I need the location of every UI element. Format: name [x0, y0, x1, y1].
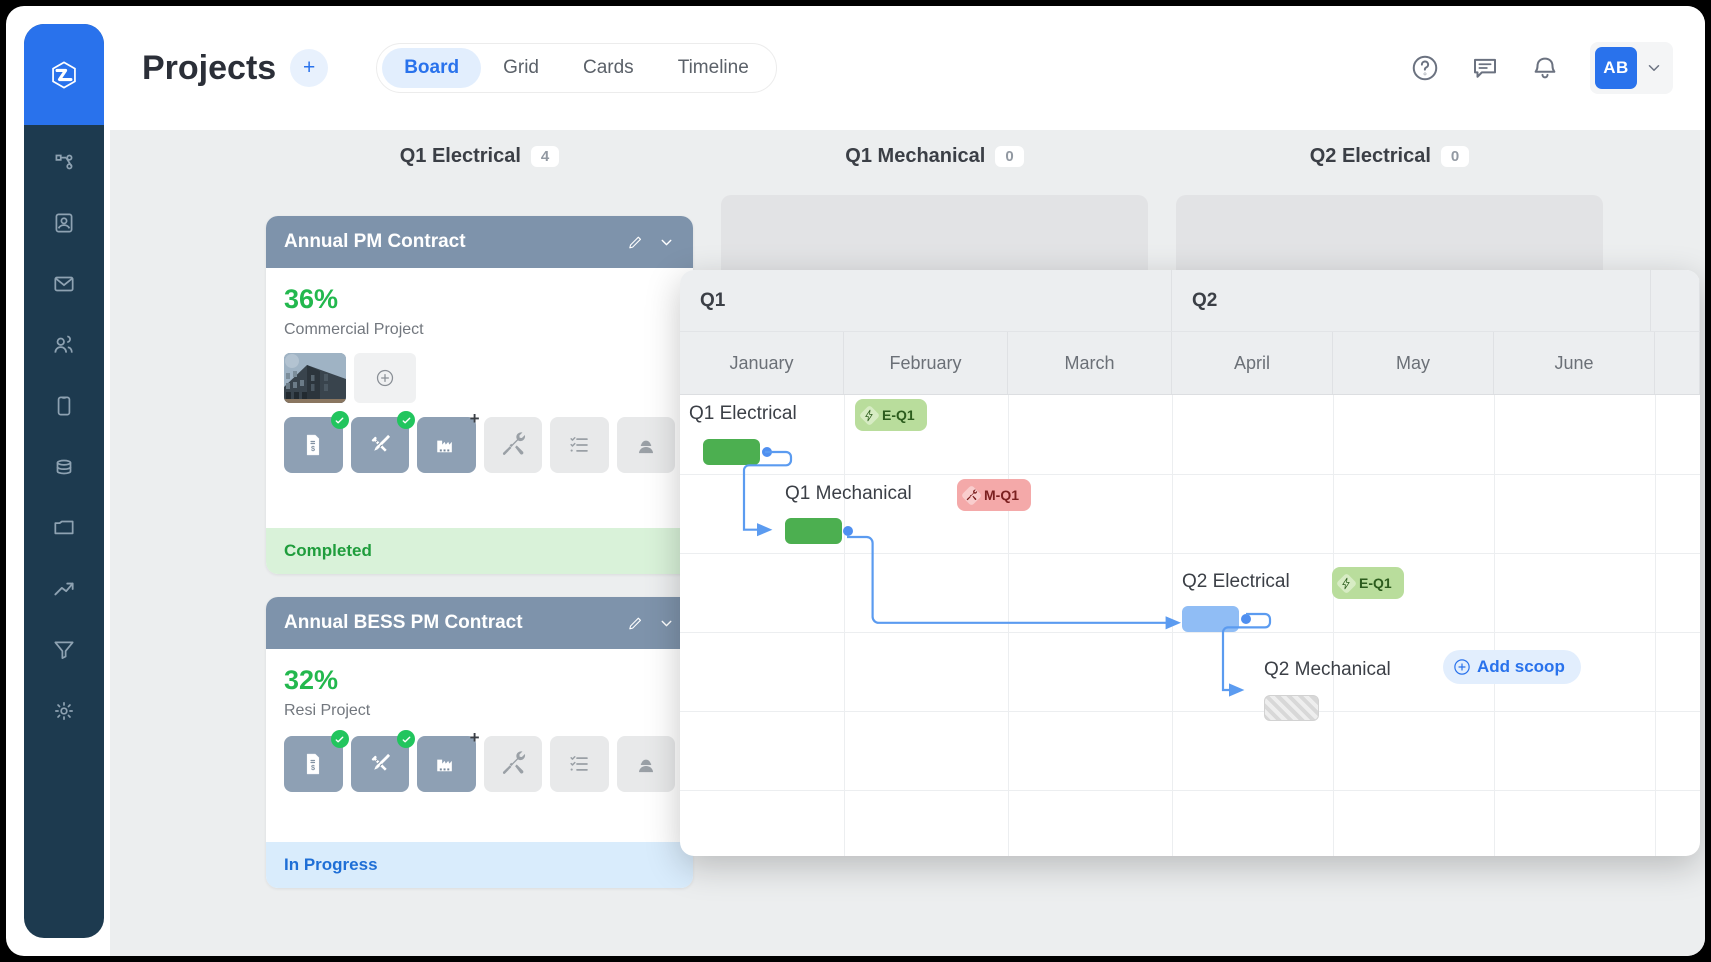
- svg-text:$: $: [311, 763, 315, 772]
- svg-text:$: $: [311, 444, 315, 453]
